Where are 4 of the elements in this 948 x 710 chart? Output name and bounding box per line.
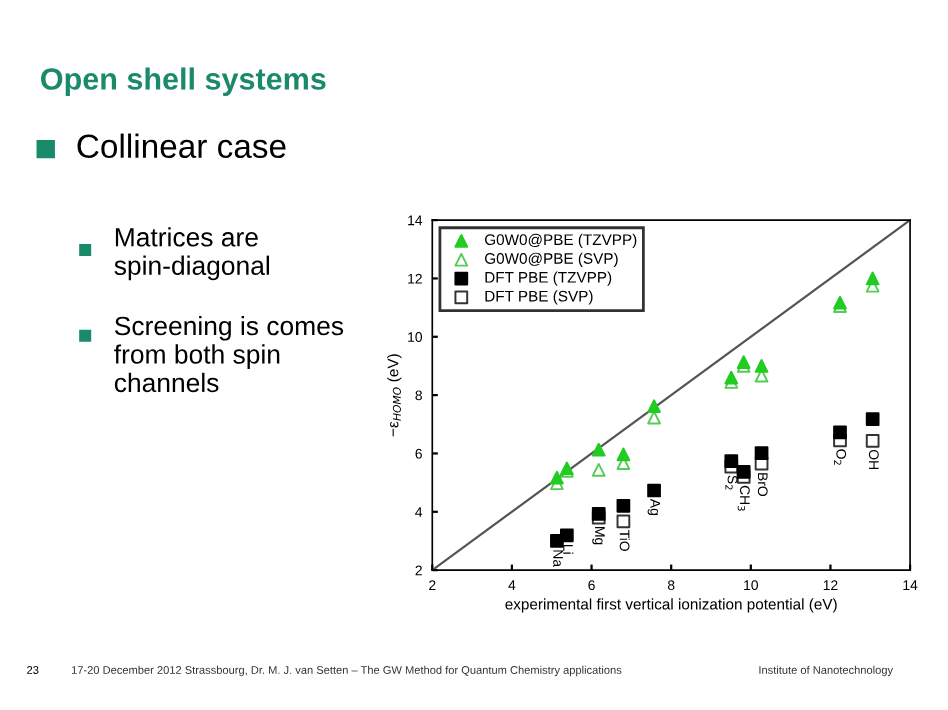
- text: Screening is comes from both spin channels: [114, 315, 344, 393]
- text: Collinear case: [77, 133, 286, 159]
- text: Open shell systems: [41, 67, 326, 96]
- text: Matrices are spin-diagonal: [114, 227, 269, 281]
